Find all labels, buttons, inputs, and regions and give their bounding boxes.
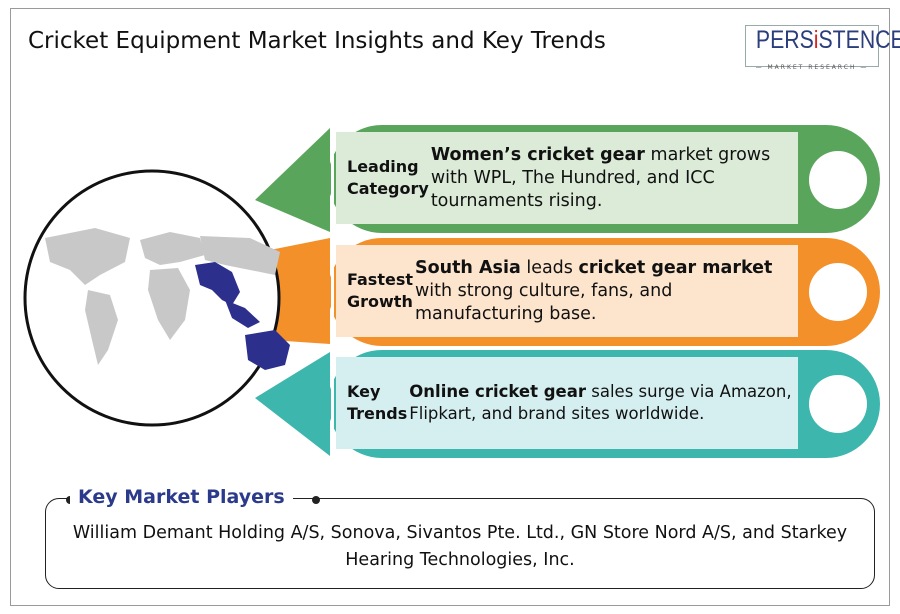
band-description: Women’s cricket gear market grows with W… <box>430 144 771 211</box>
key-players-box <box>45 498 875 589</box>
band-description: Online cricket gear sales surge via Amaz… <box>409 382 792 423</box>
frame-border <box>10 8 890 606</box>
asia-pacific-highlight <box>195 262 290 370</box>
bullet-dot <box>312 496 320 504</box>
green-wedge <box>255 128 330 232</box>
band-fastest-growth: Fastest Growth South Asia leads cricket g… <box>335 248 797 334</box>
world-map <box>45 228 280 365</box>
key-players-list: William Demant Holding A/S, Sonova, Siva… <box>72 523 848 570</box>
band-key-trends: Key Trends Online cricket gear sales surg… <box>335 360 797 446</box>
persistence-logo: PERSiSTENCE — MARKET RESEARCH — <box>745 25 900 71</box>
teal-panel <box>336 357 798 449</box>
orange-wedge <box>270 238 330 344</box>
band-leading-category: Leading Category Women’s cricket gear mar… <box>335 135 797 221</box>
category-label: Fastest Growth <box>347 270 413 311</box>
teal-wedge <box>255 352 330 456</box>
category-label: Leading Category <box>347 157 429 198</box>
orange-ring-hole <box>809 263 867 321</box>
green-panel <box>336 132 798 224</box>
green-ring-hole <box>809 151 867 209</box>
teal-ring-hole <box>809 375 867 433</box>
band-description: South Asia leads cricket gear market wit… <box>414 257 773 324</box>
page-title: Cricket Equipment Market Insights and Ke… <box>28 28 606 54</box>
category-label: Key Trends <box>347 382 408 423</box>
key-players-title: Key Market Players <box>70 486 293 508</box>
orange-panel <box>336 245 798 337</box>
